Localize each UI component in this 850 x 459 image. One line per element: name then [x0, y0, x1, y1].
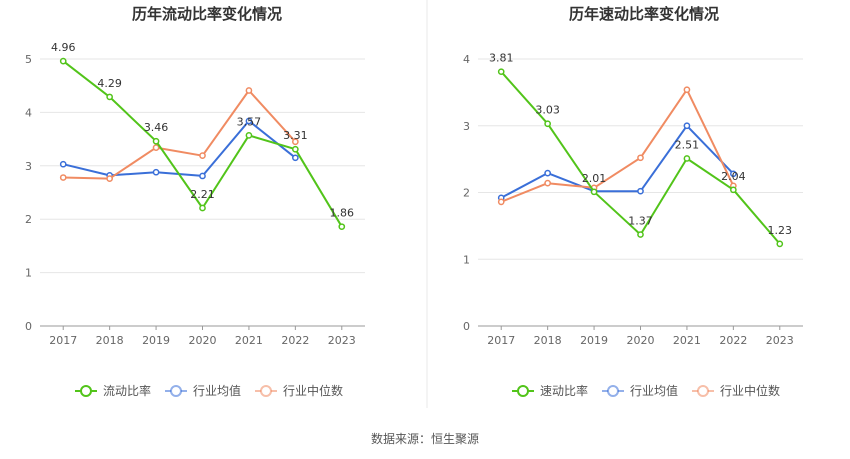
y-tick-label: 2	[463, 187, 470, 200]
data-point-main	[683, 155, 691, 162]
data-point-median	[199, 152, 206, 160]
legend-marker-median	[260, 385, 272, 397]
legend-label-median: 行业中位数	[720, 383, 780, 398]
x-tick-label: 2022	[281, 334, 309, 347]
data-point-median	[152, 144, 160, 151]
legend-label-main: 流动比率	[103, 383, 151, 398]
data-point-main	[245, 132, 253, 139]
legend-label-main: 速动比率	[540, 383, 588, 398]
data-point-avg	[59, 160, 67, 168]
data-label: 1.23	[768, 224, 793, 237]
data-point-main	[152, 137, 160, 145]
data-point-main	[199, 204, 206, 212]
data-point-median	[245, 87, 253, 94]
x-tick-label: 2018	[96, 334, 124, 347]
data-point-median	[59, 174, 67, 181]
x-tick-label: 2022	[719, 334, 747, 347]
y-tick-label: 3	[25, 160, 32, 173]
data-label: 1.37	[628, 215, 653, 228]
data-point-median	[292, 138, 299, 146]
data-point-avg	[637, 187, 644, 195]
data-point-avg	[245, 117, 253, 125]
y-tick-label: 2	[25, 213, 32, 226]
x-tick-label: 2017	[487, 334, 515, 347]
data-label: 3.57	[237, 115, 262, 128]
data-point-avg	[683, 122, 691, 130]
y-tick-label: 3	[463, 120, 470, 133]
y-tick-label: 5	[25, 53, 32, 66]
x-tick-label: 2017	[49, 334, 77, 347]
data-point-avg	[199, 172, 206, 180]
data-label: 2.04	[721, 170, 746, 183]
y-tick-label: 1	[463, 253, 470, 266]
y-tick-label: 0	[25, 320, 32, 333]
series-line-median	[63, 89, 297, 180]
legend-marker-median	[697, 385, 709, 397]
legend-marker-main	[80, 385, 92, 397]
x-tick-label: 2020	[189, 334, 217, 347]
x-tick-label: 2020	[627, 334, 655, 347]
quick-ratio-chart: 历年速动比率变化情况 0 1 2 3 4 2017 2018 2019 2020 2021 2022 2…	[463, 5, 803, 398]
legend-label-avg: 行业均值	[193, 383, 241, 398]
data-point-median	[106, 175, 113, 182]
data-label: 3.46	[144, 121, 169, 134]
series-line-avg	[62, 119, 297, 177]
x-tick-label: 2023	[766, 334, 794, 347]
series-line-median	[500, 88, 735, 203]
data-point-median	[683, 86, 691, 94]
data-label: 4.29	[97, 77, 122, 90]
y-tick-label: 0	[463, 320, 470, 333]
data-point-main	[590, 188, 598, 196]
data-point-main	[544, 120, 551, 128]
data-label: 3.81	[489, 52, 514, 65]
x-tick-label: 2018	[534, 334, 562, 347]
data-point-avg	[544, 169, 551, 177]
data-point-median	[497, 198, 505, 206]
legend-label-median: 行业中位数	[283, 383, 343, 398]
series-line-avg	[500, 124, 735, 199]
x-tick-label: 2021	[235, 334, 263, 347]
y-tick-label: 4	[463, 53, 470, 66]
data-point-main	[637, 231, 644, 238]
data-point-avg	[152, 168, 160, 176]
current-ratio-chart: 历年流动比率变化情况 0 1 2 3 4 5 2017 2018 2019 2020 2021 2022…	[25, 5, 365, 398]
data-point-main	[497, 68, 505, 76]
data-point-main	[730, 186, 737, 194]
data-label: 2.01	[582, 172, 607, 185]
data-point-avg	[292, 154, 299, 162]
legend-label-avg: 行业均值	[630, 383, 678, 398]
data-label: 4.96	[51, 41, 76, 54]
data-point-main	[106, 93, 113, 101]
data-source-text: 数据来源：恒生聚源	[371, 431, 479, 446]
x-tick-label: 2019	[142, 334, 170, 347]
legend-marker-avg	[170, 385, 182, 397]
x-tick-label: 2019	[580, 334, 608, 347]
data-point-median	[544, 179, 551, 187]
y-tick-label: 1	[25, 267, 32, 280]
data-label: 3.31	[283, 129, 308, 142]
legend-marker-main	[517, 385, 529, 397]
data-point-avg	[730, 170, 737, 178]
chart-title: 历年流动比率变化情况	[132, 5, 282, 23]
chart-title: 历年速动比率变化情况	[569, 5, 719, 23]
data-point-main	[338, 223, 346, 231]
x-tick-label: 2021	[673, 334, 701, 347]
data-point-median	[637, 154, 644, 162]
data-label: 2.21	[190, 188, 215, 201]
data-point-main	[59, 57, 67, 65]
data-point-main	[776, 240, 784, 248]
data-point-main	[292, 145, 299, 153]
data-label: 1.86	[330, 207, 355, 220]
legend-marker-avg	[607, 385, 619, 397]
data-label: 3.03	[535, 104, 560, 117]
x-tick-label: 2023	[328, 334, 356, 347]
data-label: 2.51	[675, 138, 700, 151]
y-tick-label: 4	[25, 106, 32, 119]
